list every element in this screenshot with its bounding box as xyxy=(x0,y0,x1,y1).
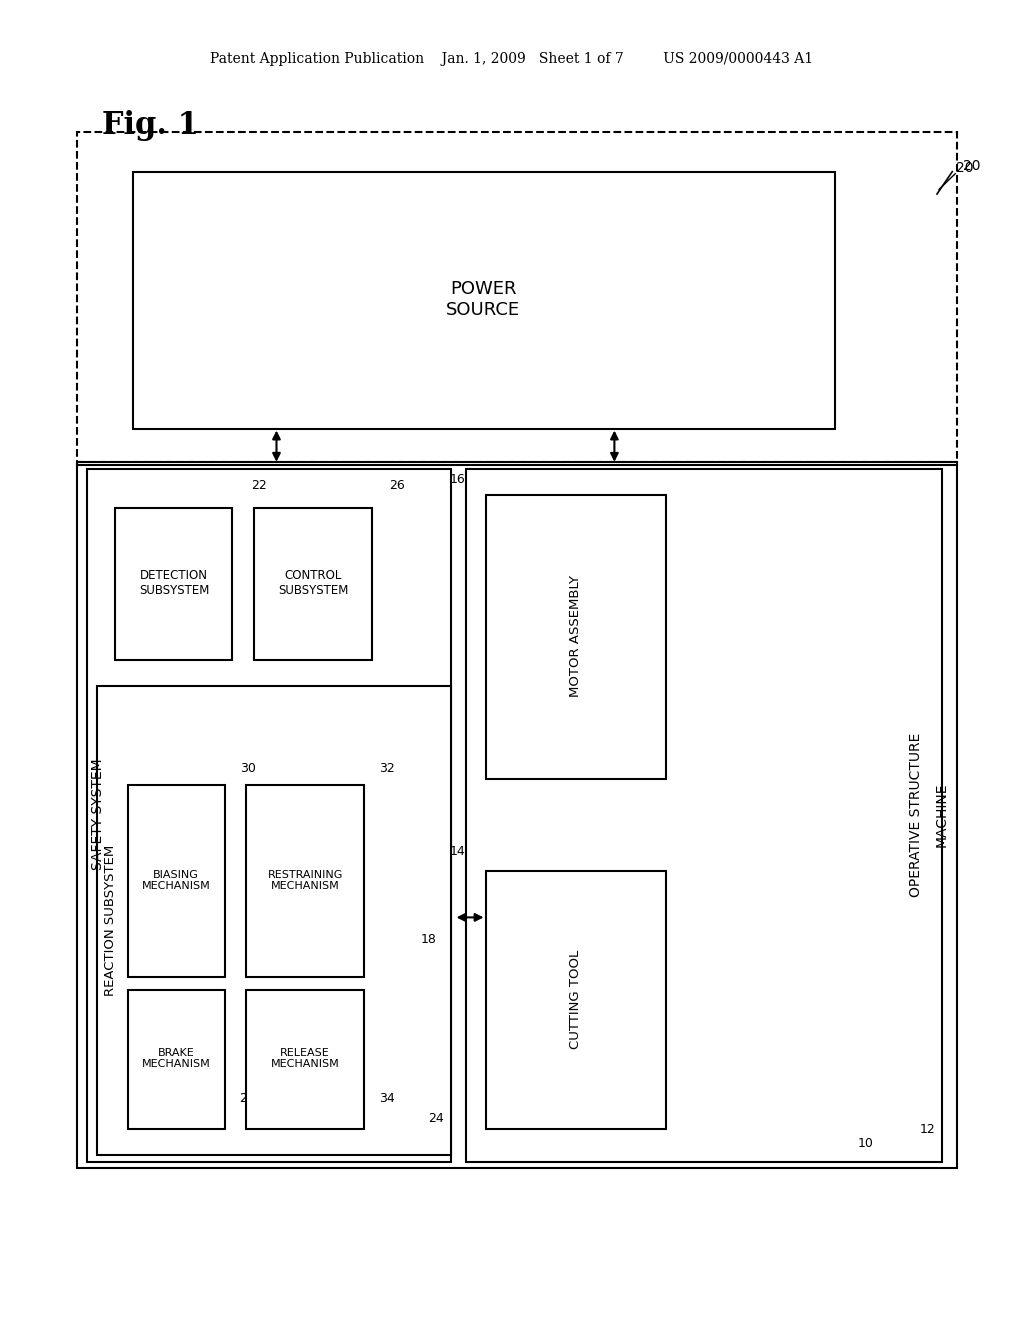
Text: 14: 14 xyxy=(451,845,466,858)
Text: OPERATIVE STRUCTURE: OPERATIVE STRUCTURE xyxy=(909,733,924,896)
FancyBboxPatch shape xyxy=(246,785,364,977)
Text: POWER
SOURCE: POWER SOURCE xyxy=(446,280,520,319)
Text: CONTROL
SUBSYSTEM: CONTROL SUBSYSTEM xyxy=(279,569,348,598)
Text: MACHINE: MACHINE xyxy=(935,783,949,846)
FancyBboxPatch shape xyxy=(87,469,451,1162)
Text: SAFETY SYSTEM: SAFETY SYSTEM xyxy=(91,759,105,870)
Text: Patent Application Publication    Jan. 1, 2009   Sheet 1 of 7         US 2009/00: Patent Application Publication Jan. 1, 2… xyxy=(211,53,813,66)
FancyBboxPatch shape xyxy=(254,508,372,660)
FancyBboxPatch shape xyxy=(115,508,232,660)
Text: Fig. 1: Fig. 1 xyxy=(102,110,199,141)
FancyBboxPatch shape xyxy=(486,495,666,779)
Text: REACTION SUBSYSTEM: REACTION SUBSYSTEM xyxy=(104,845,117,995)
Text: 22: 22 xyxy=(251,479,266,492)
Text: 20: 20 xyxy=(956,161,974,174)
Text: BRAKE
MECHANISM: BRAKE MECHANISM xyxy=(141,1048,211,1069)
Text: RESTRAINING
MECHANISM: RESTRAINING MECHANISM xyxy=(267,870,343,891)
Text: 12: 12 xyxy=(920,1123,935,1137)
Text: 30: 30 xyxy=(240,762,256,775)
FancyBboxPatch shape xyxy=(246,990,364,1129)
Text: CUTTING TOOL: CUTTING TOOL xyxy=(569,949,582,1049)
Text: 28: 28 xyxy=(240,1092,256,1105)
FancyBboxPatch shape xyxy=(128,990,225,1129)
FancyBboxPatch shape xyxy=(97,686,451,1155)
FancyBboxPatch shape xyxy=(77,462,957,1168)
Text: DETECTION
SUBSYSTEM: DETECTION SUBSYSTEM xyxy=(139,569,209,598)
Text: 10: 10 xyxy=(858,1137,874,1150)
Text: RELEASE
MECHANISM: RELEASE MECHANISM xyxy=(270,1048,340,1069)
Text: 26: 26 xyxy=(389,479,404,492)
FancyBboxPatch shape xyxy=(486,871,666,1129)
Text: 18: 18 xyxy=(420,933,436,946)
FancyBboxPatch shape xyxy=(466,469,942,1162)
FancyBboxPatch shape xyxy=(77,132,957,462)
FancyBboxPatch shape xyxy=(128,785,225,977)
Text: 24: 24 xyxy=(428,1111,443,1125)
Text: 16: 16 xyxy=(451,473,466,486)
Text: 32: 32 xyxy=(379,762,394,775)
Text: 20: 20 xyxy=(963,160,980,173)
Text: 34: 34 xyxy=(379,1092,394,1105)
FancyBboxPatch shape xyxy=(133,172,835,429)
Text: BIASING
MECHANISM: BIASING MECHANISM xyxy=(141,870,211,891)
Text: MOTOR ASSEMBLY: MOTOR ASSEMBLY xyxy=(569,576,582,697)
